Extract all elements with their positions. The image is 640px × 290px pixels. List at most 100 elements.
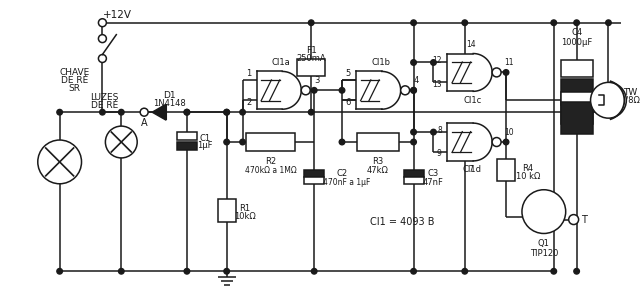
Bar (561, 102, 593, 134)
Bar (218, 199, 236, 222)
Circle shape (401, 86, 410, 95)
Bar (404, 177, 424, 184)
Circle shape (184, 269, 189, 274)
Text: 7: 7 (468, 165, 473, 174)
Bar (177, 132, 197, 140)
Text: C2: C2 (337, 169, 348, 178)
Circle shape (140, 108, 148, 116)
Circle shape (184, 109, 189, 115)
Text: T: T (580, 215, 586, 224)
Text: R3: R3 (372, 157, 383, 166)
Text: 2: 2 (246, 98, 251, 107)
Circle shape (106, 126, 137, 158)
Bar (304, 170, 324, 177)
Text: 1N4148: 1N4148 (152, 99, 186, 108)
Circle shape (312, 269, 317, 274)
Circle shape (224, 109, 230, 115)
Text: DE RÉ: DE RÉ (61, 76, 88, 85)
Text: CI1c: CI1c (463, 96, 481, 105)
Circle shape (574, 269, 579, 274)
Bar (497, 159, 515, 181)
Bar (177, 142, 197, 150)
Text: CI1d: CI1d (463, 165, 482, 174)
Bar (297, 59, 325, 76)
Circle shape (99, 55, 106, 62)
Text: 10kΩ: 10kΩ (234, 212, 255, 221)
Circle shape (339, 88, 345, 93)
Bar (561, 92, 593, 124)
Text: 13: 13 (433, 80, 442, 89)
Text: 470kΩ a 1MΩ: 470kΩ a 1MΩ (244, 166, 296, 175)
Text: CI1b: CI1b (371, 58, 390, 67)
Text: 4: 4 (414, 76, 419, 85)
Circle shape (411, 88, 417, 93)
Circle shape (312, 88, 317, 93)
Text: CHAVE: CHAVE (60, 68, 90, 77)
Circle shape (224, 269, 230, 274)
Text: 250mA: 250mA (296, 54, 326, 63)
Circle shape (240, 139, 245, 145)
Circle shape (224, 109, 230, 115)
Circle shape (462, 269, 468, 274)
Circle shape (308, 109, 314, 115)
Circle shape (551, 269, 557, 274)
Text: TW: TW (623, 88, 637, 97)
Circle shape (411, 269, 417, 274)
Circle shape (118, 109, 124, 115)
Circle shape (492, 68, 501, 77)
Text: 4/8Ω: 4/8Ω (620, 96, 640, 105)
Circle shape (411, 139, 417, 145)
Circle shape (591, 82, 627, 118)
Text: 5: 5 (346, 69, 351, 78)
Bar (304, 177, 324, 184)
Circle shape (224, 139, 230, 145)
Circle shape (184, 109, 189, 115)
Text: 1: 1 (246, 69, 251, 78)
Circle shape (308, 20, 314, 26)
Circle shape (431, 60, 436, 65)
Text: 6: 6 (345, 98, 351, 107)
Text: CI1 = 4093 B: CI1 = 4093 B (371, 217, 435, 226)
Circle shape (569, 215, 579, 224)
Text: 1µF: 1µF (197, 142, 212, 151)
Text: 47kΩ: 47kΩ (367, 166, 388, 175)
Text: 12: 12 (433, 56, 442, 65)
Circle shape (574, 20, 579, 26)
Circle shape (503, 139, 509, 145)
Circle shape (38, 140, 81, 184)
Text: LUZES: LUZES (90, 93, 118, 102)
Circle shape (411, 88, 417, 93)
Circle shape (57, 109, 63, 115)
Circle shape (551, 20, 557, 26)
Text: 3: 3 (314, 76, 320, 85)
Text: DE RÉ: DE RÉ (91, 101, 118, 110)
Circle shape (411, 60, 417, 65)
Circle shape (462, 20, 468, 26)
Text: C1: C1 (199, 133, 211, 143)
Text: 470nF a 1µF: 470nF a 1µF (323, 178, 371, 187)
Text: Q1: Q1 (538, 239, 550, 248)
Text: 10 kΩ: 10 kΩ (516, 172, 540, 181)
Text: SR: SR (68, 84, 81, 93)
Text: R2: R2 (265, 157, 276, 166)
Text: 10: 10 (504, 128, 514, 137)
Text: CI1a: CI1a (272, 58, 291, 67)
Text: D1: D1 (163, 91, 175, 100)
Circle shape (411, 129, 417, 135)
Text: 14: 14 (466, 40, 476, 49)
Text: 9: 9 (437, 149, 442, 158)
Text: 1000µF: 1000µF (561, 38, 592, 47)
Text: +12V: +12V (103, 10, 132, 20)
Bar (246, 133, 295, 151)
Text: R4: R4 (522, 164, 534, 173)
Circle shape (99, 19, 106, 27)
Text: 47nF: 47nF (423, 178, 444, 187)
Circle shape (503, 70, 509, 75)
Circle shape (57, 269, 63, 274)
Circle shape (339, 139, 345, 145)
Circle shape (522, 190, 566, 233)
Text: C3: C3 (428, 169, 439, 178)
Circle shape (99, 35, 106, 43)
Circle shape (118, 269, 124, 274)
Circle shape (411, 20, 417, 26)
